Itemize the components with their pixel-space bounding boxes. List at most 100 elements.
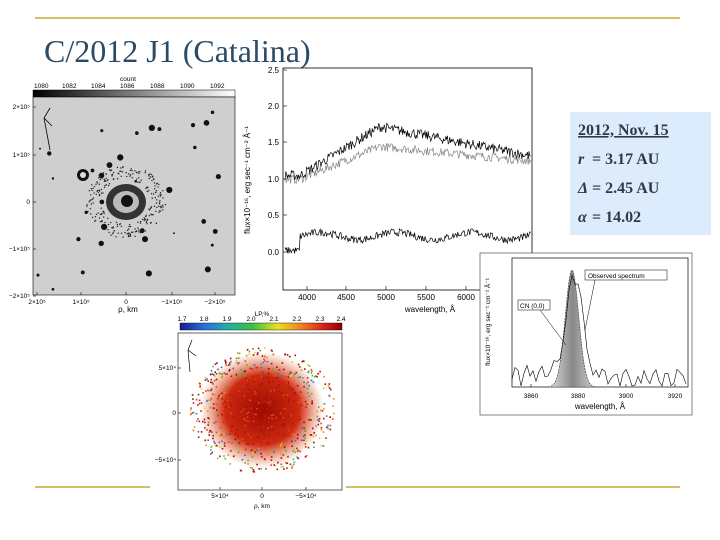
pixel bbox=[243, 432, 245, 435]
pixel bbox=[191, 412, 194, 414]
pixel bbox=[304, 443, 307, 445]
pixel bbox=[220, 395, 222, 397]
pixel bbox=[210, 449, 212, 451]
pixel bbox=[231, 442, 233, 444]
pixel bbox=[321, 410, 324, 412]
coma-speck bbox=[160, 194, 162, 196]
pixel bbox=[222, 418, 224, 420]
coma-speck bbox=[107, 184, 110, 187]
coma-speck bbox=[116, 178, 119, 180]
coma-speck bbox=[129, 234, 132, 236]
pixel bbox=[253, 426, 256, 428]
pixel bbox=[263, 377, 265, 380]
annotation-pointer bbox=[539, 309, 567, 346]
coma-speck bbox=[107, 228, 109, 231]
pixel bbox=[288, 396, 290, 398]
coma-speck bbox=[93, 185, 96, 188]
colorbar-label: LP,% bbox=[255, 311, 270, 318]
x-tick-label: 0 bbox=[260, 493, 264, 500]
pixel bbox=[287, 381, 289, 383]
pixel bbox=[269, 393, 271, 396]
coma-speck bbox=[112, 171, 115, 174]
pixel bbox=[307, 363, 309, 366]
pixel bbox=[324, 383, 327, 385]
coma-speck bbox=[139, 171, 141, 173]
pixel bbox=[302, 435, 305, 438]
pixel bbox=[253, 471, 256, 473]
coma-speck bbox=[155, 189, 158, 192]
coma-speck bbox=[122, 236, 124, 238]
pixel bbox=[210, 389, 212, 392]
coma-speck bbox=[90, 199, 92, 201]
pixel bbox=[229, 357, 232, 360]
coma-speck bbox=[105, 177, 107, 179]
star bbox=[210, 243, 214, 247]
pixel bbox=[289, 371, 291, 373]
x-tick-label: 4000 bbox=[298, 293, 316, 302]
coma-speck bbox=[93, 192, 95, 194]
pixel bbox=[251, 467, 253, 469]
pixel bbox=[320, 444, 323, 447]
pixel bbox=[262, 438, 264, 441]
pixel bbox=[294, 391, 296, 394]
pixel bbox=[245, 411, 248, 414]
pixel bbox=[221, 392, 223, 394]
coma-speck bbox=[89, 199, 91, 202]
pixel bbox=[212, 434, 215, 437]
pixel bbox=[274, 465, 277, 467]
pixel bbox=[253, 429, 255, 432]
coma-speck bbox=[128, 234, 130, 236]
star bbox=[145, 270, 152, 277]
pixel bbox=[260, 366, 263, 369]
pixel bbox=[279, 452, 282, 455]
pixel bbox=[202, 391, 204, 394]
pixel bbox=[249, 466, 252, 469]
pixel bbox=[246, 384, 249, 387]
pixel bbox=[195, 412, 198, 415]
coma-speck bbox=[101, 220, 103, 223]
pixel bbox=[264, 404, 267, 406]
spectrum-curve bbox=[284, 122, 531, 181]
pixel bbox=[227, 396, 230, 399]
pixel bbox=[246, 443, 248, 445]
pixel bbox=[328, 394, 330, 397]
pixel bbox=[260, 363, 262, 365]
spectrum-panel: wavelength, Å flux×10⁻¹⁶, erg sec⁻¹ cm⁻²… bbox=[243, 66, 533, 314]
pixel bbox=[214, 371, 216, 373]
pixel bbox=[267, 372, 270, 375]
pixel bbox=[256, 353, 259, 356]
pixel bbox=[217, 432, 220, 435]
pixel bbox=[216, 362, 218, 364]
pixel bbox=[256, 443, 259, 445]
coma-speck bbox=[112, 227, 114, 229]
pixel bbox=[294, 439, 297, 442]
coma-speck bbox=[110, 169, 113, 171]
pixel bbox=[248, 399, 251, 401]
pixel bbox=[207, 380, 209, 382]
colorbar-tick-label: 1086 bbox=[120, 83, 135, 90]
pixel bbox=[190, 407, 192, 409]
star bbox=[90, 168, 95, 173]
pixel bbox=[212, 383, 214, 385]
coma-speck bbox=[94, 220, 96, 223]
star bbox=[51, 177, 55, 180]
pixel bbox=[221, 447, 224, 450]
pixel bbox=[257, 347, 260, 350]
pixel bbox=[273, 376, 276, 378]
pixel bbox=[287, 427, 289, 430]
pixel bbox=[237, 373, 239, 376]
pixel bbox=[221, 440, 223, 443]
coma-speck bbox=[145, 186, 148, 189]
pixel bbox=[255, 438, 258, 441]
pixel bbox=[239, 408, 241, 410]
pixel bbox=[204, 439, 206, 442]
coma-speck bbox=[125, 175, 128, 178]
pixel bbox=[213, 440, 215, 443]
pixel bbox=[260, 467, 263, 470]
star bbox=[204, 266, 211, 273]
pixel bbox=[213, 409, 216, 411]
observed-spectrum bbox=[511, 274, 687, 387]
pixel bbox=[222, 435, 225, 437]
pixel bbox=[281, 442, 283, 444]
coma-speck bbox=[96, 181, 98, 183]
